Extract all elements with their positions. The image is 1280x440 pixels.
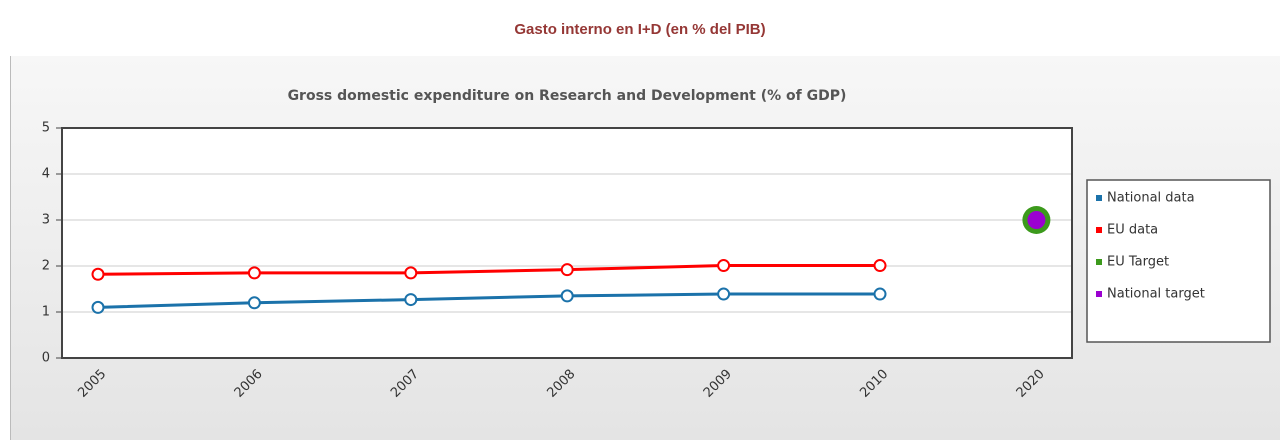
point	[91, 267, 105, 281]
point	[404, 293, 418, 307]
legend-swatch	[1096, 291, 1102, 297]
y-tick-label: 4	[42, 167, 50, 182]
point	[560, 263, 574, 277]
y-tick-label: 1	[42, 305, 50, 320]
point	[247, 266, 261, 280]
point	[717, 287, 731, 301]
y-tick-label: 3	[42, 213, 50, 228]
chart-title: Gross domestic expenditure on Research a…	[288, 88, 847, 104]
y-tick-label: 2	[42, 259, 50, 274]
series-line	[97, 292, 880, 309]
y-tick-label: 5	[42, 121, 50, 136]
y-tick-label: 0	[42, 351, 50, 366]
point	[247, 296, 261, 310]
legend-swatch	[1096, 227, 1102, 233]
legend-label: EU Target	[1107, 255, 1169, 270]
point	[404, 266, 418, 280]
legend-box	[1086, 179, 1271, 343]
target-point	[1027, 211, 1046, 229]
plot-area	[62, 128, 1072, 358]
legend-swatch	[1096, 195, 1102, 201]
legend-label: National data	[1107, 191, 1195, 206]
series-line	[97, 264, 880, 276]
plot-border	[61, 127, 1073, 359]
point	[873, 259, 887, 273]
point	[873, 287, 887, 301]
legend-label: EU data	[1107, 223, 1158, 238]
legend-swatch	[1096, 259, 1102, 265]
page-title: Gasto interno en I+D (en % del PIB)	[514, 21, 765, 38]
legend-label: National target	[1107, 287, 1205, 302]
point	[91, 300, 105, 314]
point	[560, 289, 574, 303]
point	[717, 259, 731, 273]
